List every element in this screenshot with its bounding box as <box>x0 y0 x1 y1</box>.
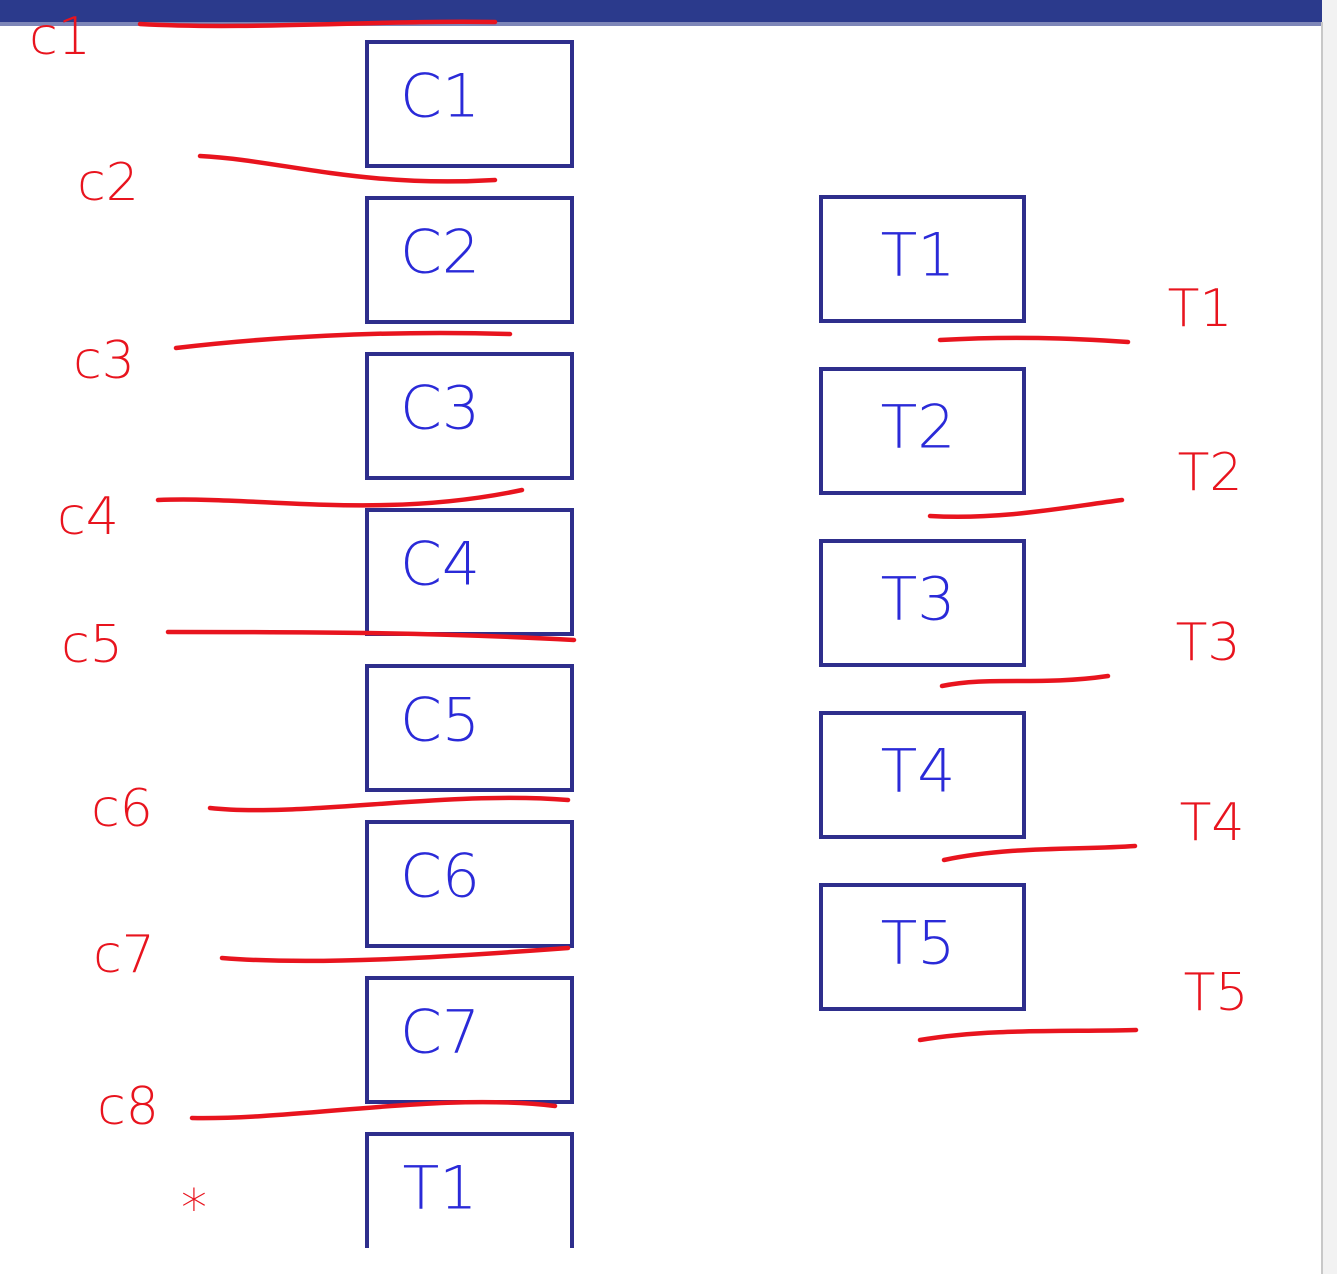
right-box-label: T3 <box>881 565 956 635</box>
right-box-frame <box>819 711 1026 839</box>
right-box: T5 <box>819 883 1026 1011</box>
right-box-frame <box>819 195 1026 323</box>
right-edge <box>1322 0 1337 1274</box>
right-box-label: T4 <box>881 737 956 807</box>
right-box: T3 <box>819 539 1026 667</box>
top-bar <box>0 0 1337 22</box>
left-ink-label: c2 <box>77 153 139 213</box>
right-box: T2 <box>819 367 1026 495</box>
left-ink-line <box>207 795 571 813</box>
right-ink-line <box>939 673 1111 689</box>
right-ink-label: T4 <box>1180 793 1245 853</box>
left-ink-label: c4 <box>57 487 119 547</box>
left-box-label: C6 <box>400 842 480 912</box>
right-ink-label: T3 <box>1176 613 1241 673</box>
left-ink-line <box>189 1099 558 1121</box>
left-ink-label: * <box>181 1179 207 1239</box>
left-ink-label: c7 <box>93 925 155 985</box>
left-ink-line <box>165 629 577 643</box>
left-box-label: C4 <box>400 530 480 600</box>
left-box-label: C5 <box>400 686 480 756</box>
left-box-frame <box>365 664 574 792</box>
left-box-label: C7 <box>400 998 480 1068</box>
left-ink-line <box>137 19 498 29</box>
right-box-label: T5 <box>881 909 956 979</box>
left-box-frame <box>365 508 574 636</box>
left-ink-line <box>173 330 513 351</box>
right-box: T1 <box>819 195 1026 323</box>
right-ink-label: T5 <box>1184 963 1249 1023</box>
left-ink-label: c3 <box>73 331 135 391</box>
right-box-label: T2 <box>881 393 956 463</box>
left-box: C7 <box>365 976 574 1104</box>
left-ink-label: c5 <box>61 615 123 675</box>
right-ink-line <box>917 1027 1139 1043</box>
left-box-label: C3 <box>400 374 480 444</box>
left-box-frame <box>365 352 574 480</box>
left-box-frame <box>365 196 574 324</box>
left-ink-label: c6 <box>91 779 153 839</box>
handwritten-annotations: c1 c2 c3 c4 c5 c6 c7 c8 * T1 T2 T3 T4 T5 <box>29 7 1248 1239</box>
right-ink-line <box>941 843 1138 863</box>
left-box-frame <box>365 976 574 1104</box>
left-box-frame <box>365 820 574 948</box>
left-box: C3 <box>365 352 574 480</box>
left-ink-line <box>219 945 571 964</box>
left-ink-line <box>197 153 498 184</box>
left-box-frame <box>365 1132 574 1248</box>
right-ink-label: T1 <box>1168 279 1233 339</box>
right-ink-line <box>937 335 1131 345</box>
right-ink-label: T2 <box>1178 443 1243 503</box>
left-box: T1 <box>365 1132 574 1248</box>
right-ink-line <box>927 497 1125 520</box>
left-ink-label: c8 <box>97 1077 159 1137</box>
right-box-frame <box>819 883 1026 1011</box>
left-box-frame <box>365 40 574 168</box>
right-box-label: T1 <box>881 221 956 291</box>
left-box-label: T1 <box>403 1154 478 1224</box>
left-box: C2 <box>365 196 574 324</box>
right-column: T1 T2 T3 T4 T5 <box>819 195 1026 1011</box>
left-column: C1 C2 C3 C4 C5 C6 C7 T1 <box>365 40 574 1248</box>
right-box: T4 <box>819 711 1026 839</box>
left-box: C6 <box>365 820 574 948</box>
left-box: C4 <box>365 508 574 636</box>
left-box-label: C2 <box>400 218 480 288</box>
left-box-label: C1 <box>400 62 480 132</box>
left-box: C5 <box>365 664 574 792</box>
right-box-frame <box>819 367 1026 495</box>
left-ink-line <box>155 487 525 508</box>
left-ink-label: c1 <box>29 7 91 67</box>
left-box: C1 <box>365 40 574 168</box>
top-bar-shadow <box>0 22 1337 26</box>
right-box-frame <box>819 539 1026 667</box>
